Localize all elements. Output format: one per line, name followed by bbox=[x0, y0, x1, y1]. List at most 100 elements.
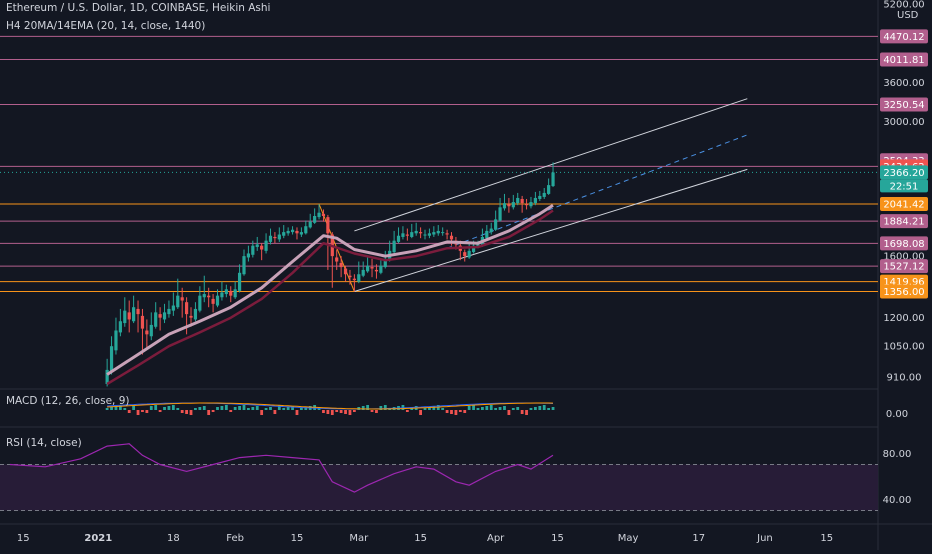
macd-histogram-bar bbox=[511, 408, 515, 410]
price-tag-label: 4011.81 bbox=[883, 55, 924, 66]
macd-histogram-bar bbox=[326, 410, 330, 414]
time-tick-label: 2021 bbox=[84, 533, 112, 544]
price-tag bbox=[880, 52, 928, 67]
candle-body bbox=[436, 230, 440, 234]
macd-legend[interactable]: MACD (12, 26, close, 9) bbox=[6, 395, 130, 407]
candle-body bbox=[379, 265, 383, 273]
candle-body bbox=[109, 346, 114, 373]
candle-body bbox=[290, 229, 295, 233]
candle-body bbox=[215, 295, 220, 306]
candle-body bbox=[441, 232, 445, 234]
macd-histogram-bar bbox=[361, 406, 365, 410]
candle-body bbox=[255, 244, 259, 247]
countdown-label: 22:51 bbox=[890, 181, 919, 192]
time-tick-label: Jun bbox=[756, 533, 773, 544]
price-tag bbox=[880, 97, 928, 112]
price-tag bbox=[880, 214, 928, 229]
rsi-legend[interactable]: RSI (14, close) bbox=[6, 437, 82, 449]
macd-histogram-bar bbox=[525, 410, 528, 415]
price-tick-label: 5200.00 bbox=[883, 0, 924, 11]
candle-body bbox=[237, 272, 242, 291]
candle-body bbox=[524, 204, 529, 206]
macd-histogram-bar bbox=[163, 407, 166, 410]
macd-histogram-bar bbox=[467, 406, 471, 410]
rsi-pane bbox=[0, 443, 878, 511]
candle-body bbox=[343, 268, 348, 275]
currency-label[interactable]: USD bbox=[897, 10, 919, 21]
macd-histogram-bar bbox=[538, 406, 542, 410]
time-tick-label: 15 bbox=[551, 533, 564, 544]
macd-histogram-bar bbox=[198, 407, 202, 410]
macd-histogram-bar bbox=[330, 410, 334, 415]
macd-histogram-bar bbox=[216, 407, 219, 410]
time-tick-label: 15 bbox=[820, 533, 833, 544]
candle-body bbox=[193, 308, 198, 320]
macd-histogram-bar bbox=[463, 410, 467, 413]
candle-body bbox=[410, 232, 414, 237]
candle-body bbox=[405, 234, 409, 236]
candle-body bbox=[432, 232, 436, 235]
macd-histogram-bar bbox=[194, 408, 197, 410]
time-tick-label: Feb bbox=[226, 533, 244, 544]
macd-histogram-bar bbox=[264, 408, 268, 410]
candle-body bbox=[268, 235, 273, 242]
time-tick-label: 15 bbox=[291, 533, 304, 544]
price-tick-label: 910.00 bbox=[887, 372, 922, 383]
candle-body bbox=[149, 324, 153, 337]
candle-body bbox=[335, 257, 339, 262]
candle-body bbox=[277, 234, 281, 240]
time-axis: 15 2021 18 Feb 15 Mar 15 Apr 15 May 17 Jun 15 bbox=[17, 533, 833, 544]
candle-body bbox=[467, 250, 471, 258]
macd-histogram-bar bbox=[242, 405, 246, 410]
indicator-legend[interactable]: H4 20MA/14EMA (20, 14, close, 1440) bbox=[6, 20, 206, 32]
macd-histogram-bar bbox=[185, 410, 188, 414]
price-tag bbox=[880, 29, 928, 44]
candle-body bbox=[189, 315, 193, 318]
moving-averages bbox=[106, 203, 554, 386]
candle-body bbox=[167, 308, 171, 315]
macd-histogram-bar bbox=[247, 408, 250, 410]
macd-histogram-bar bbox=[149, 406, 153, 410]
candle-body bbox=[154, 312, 158, 327]
candle-body bbox=[260, 245, 264, 250]
candle-body bbox=[114, 330, 118, 351]
ma-20-line bbox=[106, 203, 554, 376]
channel-lower-line bbox=[354, 168, 748, 292]
price-tag bbox=[880, 197, 928, 212]
candle-body bbox=[476, 244, 480, 247]
macd-histogram-bar bbox=[233, 407, 237, 410]
macd-histogram-bar bbox=[105, 408, 109, 410]
macd-histogram-bar bbox=[542, 405, 546, 410]
macd-histogram-bar bbox=[145, 410, 149, 413]
macd-histogram-bar bbox=[344, 410, 347, 414]
macd-histogram-bar bbox=[286, 407, 290, 410]
macd-histogram-bar bbox=[220, 406, 224, 410]
macd-histogram-bar bbox=[516, 407, 520, 410]
candle-body bbox=[542, 192, 546, 197]
countdown-tag bbox=[880, 179, 928, 193]
candle-body bbox=[529, 202, 533, 207]
macd-histogram-bar bbox=[551, 407, 555, 410]
candle-body bbox=[180, 297, 184, 301]
signal-line bbox=[107, 402, 554, 410]
macd-histogram-bar bbox=[489, 405, 493, 410]
candle-body bbox=[229, 290, 233, 296]
macd-histogram-bar bbox=[441, 408, 445, 410]
candle-body bbox=[383, 258, 387, 268]
macd-histogram-bar bbox=[383, 405, 387, 410]
macd-histogram-bar bbox=[485, 406, 489, 410]
macd-histogram-bar bbox=[304, 407, 308, 410]
price-axis: 5200.00 4470.12 4011.81 3600.00 3250.54 3000.… bbox=[0, 0, 928, 506]
macd-histogram-bar bbox=[158, 410, 162, 412]
candle-body bbox=[348, 275, 352, 278]
candle-body bbox=[233, 289, 237, 298]
candle-body bbox=[317, 212, 321, 218]
time-tick-label: 15 bbox=[414, 533, 427, 544]
rsi-tick-label: 80.00 bbox=[883, 449, 912, 460]
price-tag-label: 4470.12 bbox=[883, 32, 924, 43]
macd-histogram-bar bbox=[251, 407, 255, 410]
price-tick-label: 1050.00 bbox=[883, 342, 924, 353]
candle-body bbox=[357, 274, 361, 282]
